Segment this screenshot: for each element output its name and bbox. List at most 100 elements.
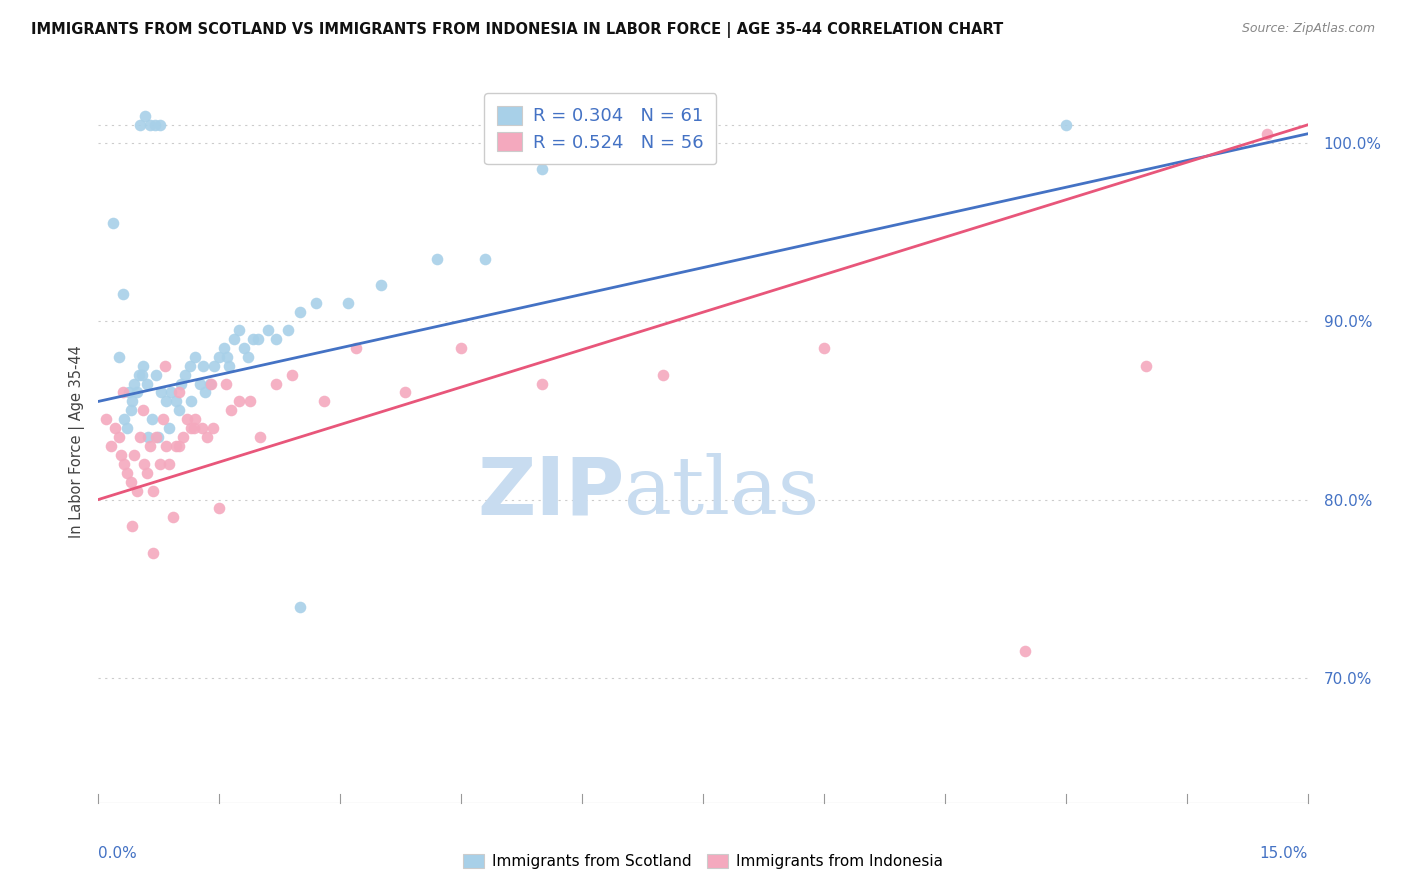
Point [651,368,673,382]
Point [101,216,124,230]
Point [183,421,205,435]
Text: ZIP: ZIP [477,453,624,531]
Point [179,359,201,373]
Point [1135,359,1157,373]
Point [132,359,155,373]
Point [180,421,202,435]
Point [288,599,311,614]
Point [450,341,472,355]
Point [232,341,254,355]
Point [222,332,245,346]
Point [127,385,149,400]
Point [394,385,416,400]
Point [239,394,262,409]
Point [134,109,156,123]
Point [162,510,184,524]
Point [129,430,152,444]
Point [135,376,157,391]
Point [152,412,174,426]
Point [188,376,211,391]
Point [305,296,328,310]
Point [155,439,177,453]
Point [145,430,167,444]
Text: atlas: atlas [624,453,820,531]
Point [155,394,177,409]
Point [474,252,496,266]
Point [165,439,187,453]
Point [1014,644,1036,658]
Point [145,368,167,382]
Point [103,421,125,435]
Point [208,501,231,516]
Point [112,457,135,471]
Point [337,296,360,310]
Point [190,421,212,435]
Point [426,252,449,266]
Point [217,350,239,364]
Point [264,332,287,346]
Point [153,359,176,373]
Point [100,439,122,453]
Point [277,323,299,337]
Point [142,546,165,560]
Point [198,376,221,391]
Point [167,385,190,400]
Point [107,430,129,444]
Point [228,394,250,409]
Point [212,341,235,355]
Point [128,368,150,382]
Point [215,376,238,391]
Point [118,385,141,400]
Point [238,350,260,364]
Point [813,341,835,355]
Point [195,430,218,444]
Point [167,403,190,417]
Text: Source: ZipAtlas.com: Source: ZipAtlas.com [1241,22,1375,36]
Text: 0.0%: 0.0% [98,847,138,861]
Y-axis label: In Labor Force | Age 35-44: In Labor Force | Age 35-44 [69,345,84,538]
Point [530,162,553,177]
Point [314,394,336,409]
Point [247,332,270,346]
Point [132,403,155,417]
Point [120,475,142,489]
Point [288,305,311,319]
Point [141,412,163,426]
Point [110,448,132,462]
Point [132,457,155,471]
Point [174,368,197,382]
Point [184,412,207,426]
Point [112,412,135,426]
Point [249,430,271,444]
Point [344,341,367,355]
Point [121,394,143,409]
Point [138,430,160,444]
Point [204,359,226,373]
Point [139,439,162,453]
Point [111,385,134,400]
Point [169,376,191,391]
Point [167,439,190,453]
Text: 15.0%: 15.0% [1260,847,1308,861]
Text: IMMIGRANTS FROM SCOTLAND VS IMMIGRANTS FROM INDONESIA IN LABOR FORCE | AGE 35-44: IMMIGRANTS FROM SCOTLAND VS IMMIGRANTS F… [31,22,1004,38]
Point [131,368,153,382]
Point [146,430,169,444]
Point [1054,118,1077,132]
Point [256,323,278,337]
Point [127,483,149,498]
Point [135,466,157,480]
Point [129,118,152,132]
Point [184,350,207,364]
Point [180,394,202,409]
Point [218,359,240,373]
Legend: Immigrants from Scotland, Immigrants from Indonesia: Immigrants from Scotland, Immigrants fro… [457,847,949,875]
Point [120,403,142,417]
Point [142,483,165,498]
Point [150,385,173,400]
Point [201,421,224,435]
Point [122,448,145,462]
Point [160,385,183,400]
Point [157,421,180,435]
Point [208,350,231,364]
Point [122,376,145,391]
